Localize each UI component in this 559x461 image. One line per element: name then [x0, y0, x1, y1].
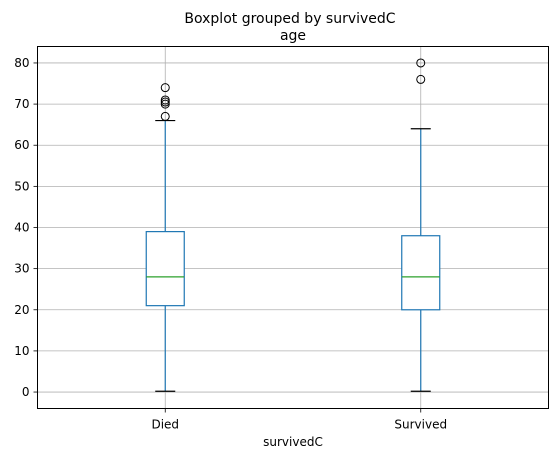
y-tick-label: 10 — [14, 344, 29, 358]
outlier-point — [160, 95, 170, 105]
y-tick-label: 40 — [14, 221, 29, 235]
outlier-point — [416, 74, 426, 84]
y-tick-label: 80 — [14, 56, 29, 70]
y-tick-label: 70 — [14, 97, 29, 111]
outlier-point — [160, 83, 170, 93]
outlier-point — [160, 111, 170, 121]
gridlines — [37, 46, 549, 409]
chart-title: age — [280, 28, 306, 44]
x-tick-label: Survived — [394, 418, 447, 432]
y-tick-label: 20 — [14, 303, 29, 317]
x-tick-label: Died — [151, 418, 179, 432]
boxes — [145, 58, 441, 392]
y-tick-label: 0 — [22, 385, 30, 399]
iqr-box — [145, 231, 185, 307]
y-tick-label: 30 — [14, 262, 29, 276]
chart-suptitle: Boxplot grouped by survivedC — [184, 11, 395, 27]
y-axis: 0 10 20 30 40 50 60 70 80 — [14, 56, 38, 399]
x-axis: Died Survived — [151, 408, 447, 432]
iqr-box — [401, 235, 441, 311]
y-tick-label: 50 — [14, 179, 29, 193]
outlier-point — [416, 58, 426, 68]
y-tick-label: 60 — [14, 138, 29, 152]
x-axis-label: survivedC — [263, 435, 323, 449]
